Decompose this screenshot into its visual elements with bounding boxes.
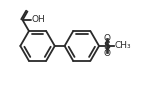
Text: O: O bbox=[103, 34, 110, 43]
Text: OH: OH bbox=[32, 15, 45, 24]
Text: CH₃: CH₃ bbox=[114, 41, 131, 50]
Text: S: S bbox=[103, 41, 110, 51]
Text: O: O bbox=[103, 49, 110, 58]
